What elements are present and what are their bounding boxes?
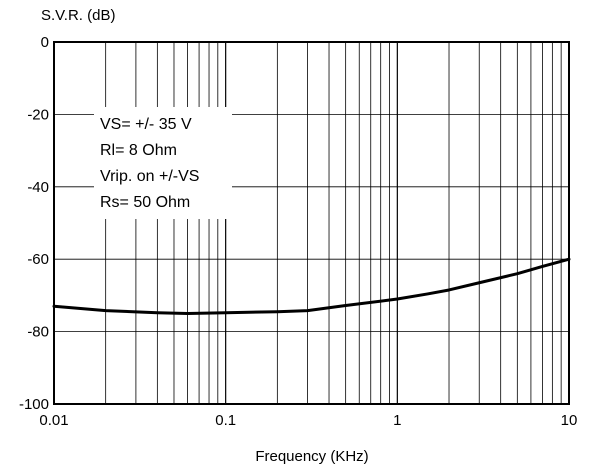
y-tick-label: 0 (41, 34, 49, 51)
y-tick-label: -20 (27, 106, 49, 123)
annotation-box-background (94, 107, 232, 219)
series-layer (52, 257, 571, 315)
y-tick-label: -40 (27, 179, 49, 196)
annotation-box: VS= +/- 35 V Rl= 8 Ohm Vrip. on +/-VS Rs… (100, 116, 199, 211)
x-axis-title: Frequency (KHz) (255, 448, 368, 465)
annotation-line-load: Rl= 8 Ohm (100, 142, 177, 159)
x-tick-label: 10 (561, 412, 578, 429)
svr-curve (52, 257, 571, 315)
y-tick-label: -100 (19, 396, 49, 413)
x-tick-label: 1 (393, 412, 401, 429)
y-axis-title: S.V.R. (dB) (41, 7, 115, 24)
annotation-line-source-resistance: Rs= 50 Ohm (100, 194, 190, 211)
plot-frame (53, 41, 570, 405)
grid-lines (54, 42, 569, 404)
annotation-line-supply-voltage: VS= +/- 35 V (100, 116, 192, 133)
x-tick-label: 0.1 (215, 412, 236, 429)
x-tick-label: 0.01 (39, 412, 68, 429)
annotation-line-ripple: Vrip. on +/-VS (100, 168, 199, 185)
y-tick-label: -80 (27, 324, 49, 341)
y-tick-label: -60 (27, 251, 49, 268)
